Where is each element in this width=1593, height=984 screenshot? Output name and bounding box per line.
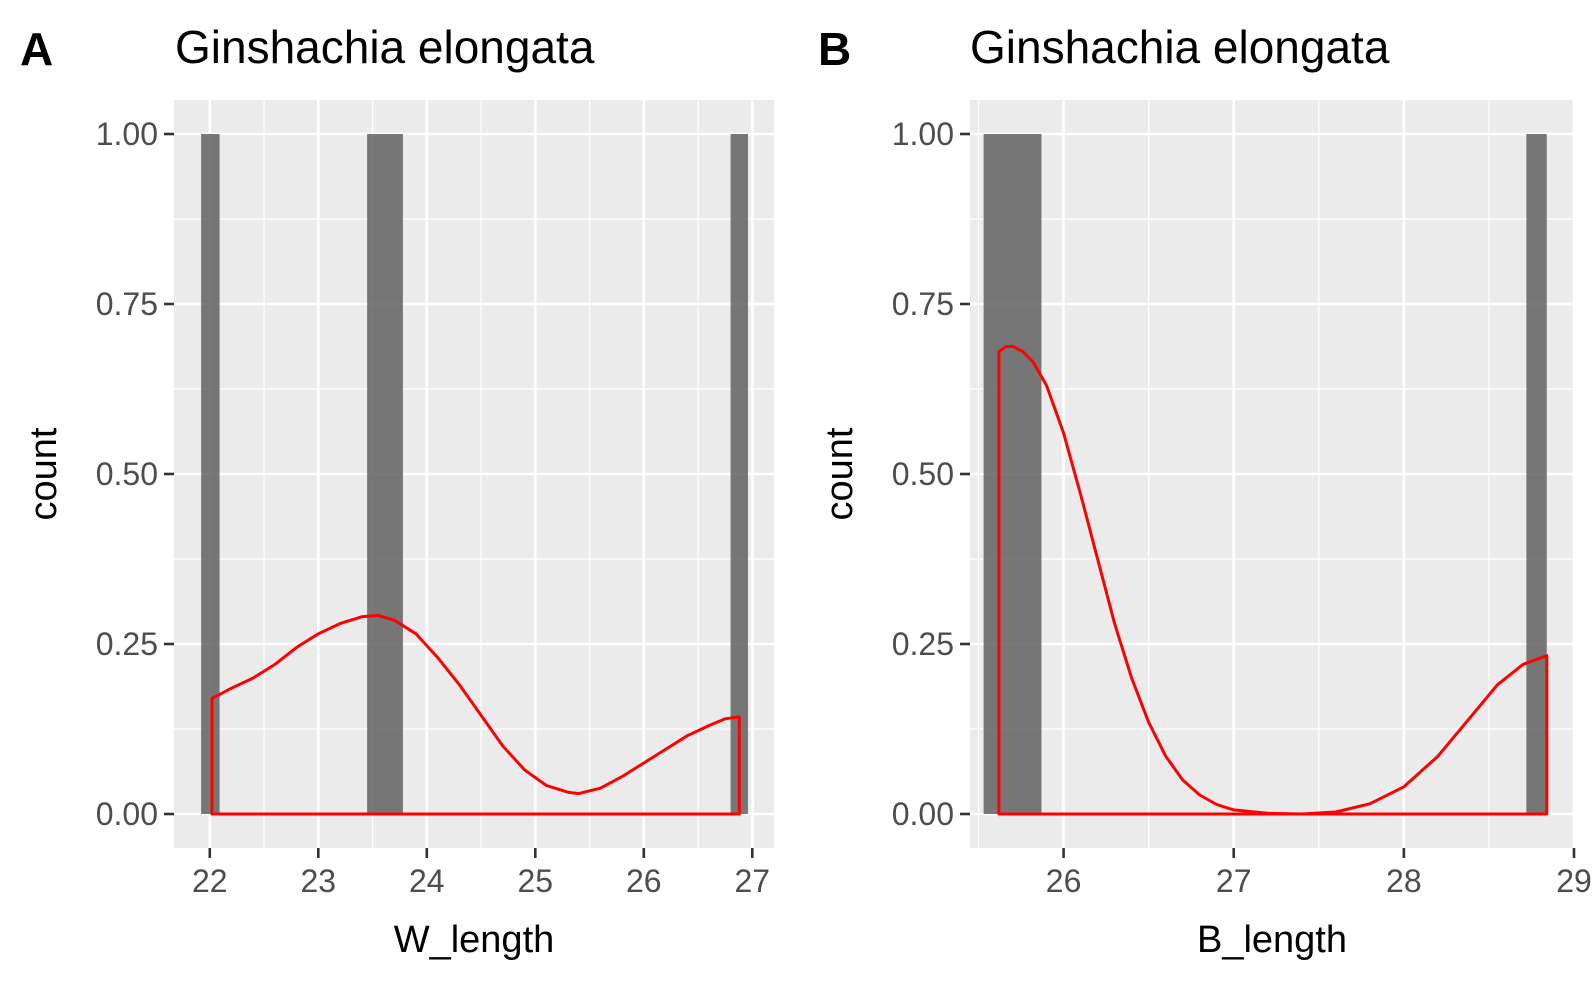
x-tick-label: 27 <box>1216 863 1252 899</box>
x-tick-label: 23 <box>301 863 337 899</box>
panel-tag: A <box>20 23 53 75</box>
y-tick-label: 0.00 <box>892 796 954 832</box>
y-axis: 0.00 0.25 0.50 0.75 1.00 <box>892 116 970 832</box>
x-tick-label: 24 <box>409 863 445 899</box>
histogram-bar <box>730 134 748 814</box>
x-axis: 22 23 24 25 26 27 <box>192 848 770 899</box>
panel-a: A Ginshachia elongata 0.00 0.25 0.50 0.75 1.… <box>20 21 774 961</box>
density-curve <box>210 613 741 816</box>
grid-lines <box>970 100 1576 848</box>
chart-title: Ginshachia elongata <box>175 21 595 73</box>
x-tick-label: 26 <box>1046 863 1082 899</box>
y-axis-title: count <box>23 427 65 520</box>
histogram-bars <box>201 134 748 814</box>
y-tick-label: 0.75 <box>892 286 954 322</box>
y-tick-label: 0.50 <box>892 456 954 492</box>
y-tick-label: 1.00 <box>96 116 158 152</box>
panel-tag: B <box>818 23 851 75</box>
x-tick-label: 22 <box>192 863 228 899</box>
density-curve-line <box>997 344 1549 816</box>
x-axis-title: W_length <box>394 919 555 961</box>
y-tick-label: 0.00 <box>96 796 158 832</box>
panel-b: B Ginshachia elongata 0.00 0.25 0.50 0.75 1.… <box>818 21 1592 961</box>
histogram-bars <box>983 134 1547 814</box>
histogram-bar <box>201 134 220 814</box>
density-curve-line <box>210 613 741 816</box>
x-tick-label: 25 <box>518 863 554 899</box>
y-tick-label: 0.75 <box>96 286 158 322</box>
y-axis-title: count <box>819 427 861 520</box>
x-axis: 26 27 28 29 <box>1046 848 1592 899</box>
chart-title: Ginshachia elongata <box>970 21 1390 73</box>
x-tick-label: 26 <box>626 863 662 899</box>
histogram-bar <box>367 134 403 814</box>
histogram-bar <box>983 134 1042 814</box>
y-tick-label: 1.00 <box>892 116 954 152</box>
y-tick-label: 0.50 <box>96 456 158 492</box>
x-tick-label: 27 <box>735 863 771 899</box>
x-tick-label: 28 <box>1386 863 1422 899</box>
histogram-bar <box>1526 134 1547 814</box>
y-tick-label: 0.25 <box>96 626 158 662</box>
x-tick-label: 29 <box>1556 863 1592 899</box>
y-tick-label: 0.25 <box>892 626 954 662</box>
y-axis: 0.00 0.25 0.50 0.75 1.00 <box>96 116 174 832</box>
x-axis-title: B_length <box>1197 919 1347 961</box>
density-curve <box>997 344 1549 816</box>
